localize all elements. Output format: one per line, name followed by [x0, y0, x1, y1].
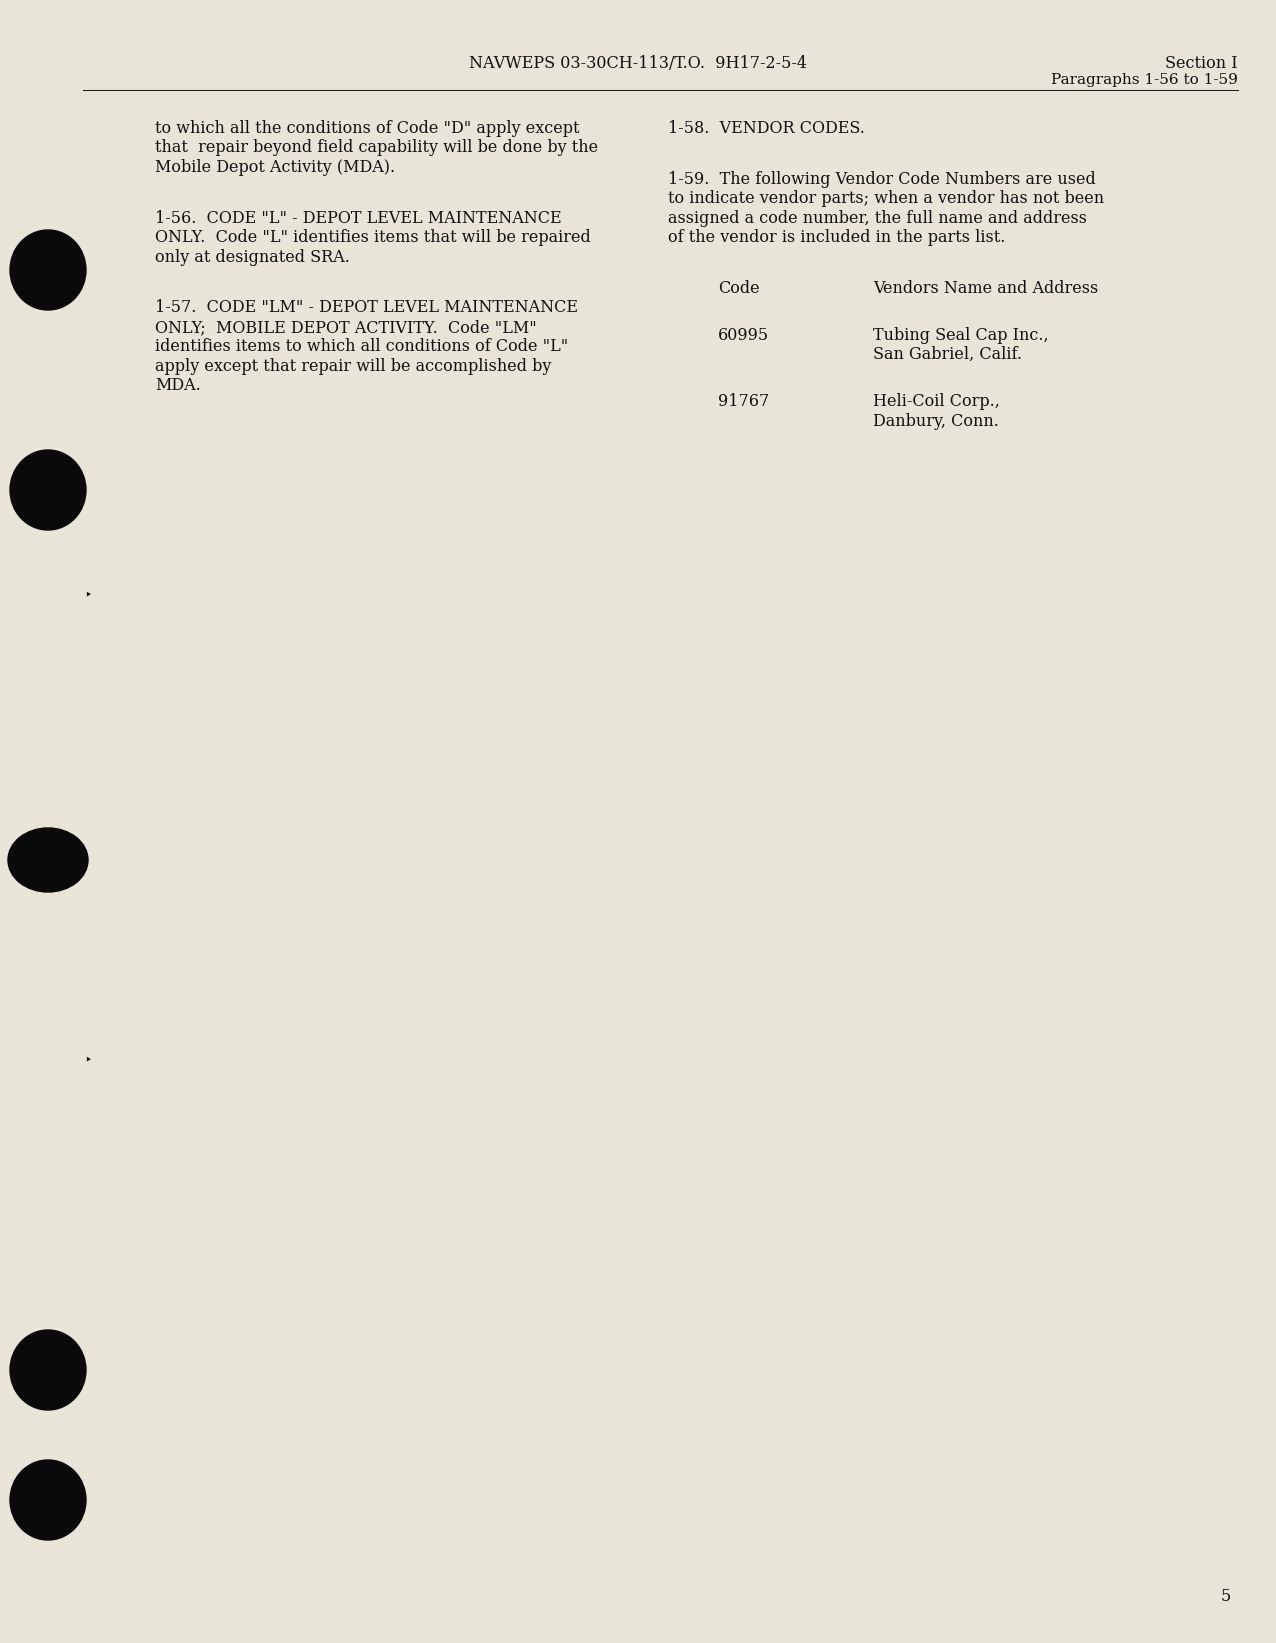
Text: of the vendor is included in the parts list.: of the vendor is included in the parts l…	[669, 230, 1005, 246]
Text: 5: 5	[1221, 1589, 1231, 1605]
Text: that  repair beyond field capability will be done by the: that repair beyond field capability will…	[154, 140, 598, 156]
Text: 91767: 91767	[718, 393, 769, 411]
Text: Heli-Coil Corp.,: Heli-Coil Corp.,	[873, 393, 1000, 411]
Text: Mobile Depot Activity (MDA).: Mobile Depot Activity (MDA).	[154, 159, 396, 176]
Text: assigned a code number, the full name and address: assigned a code number, the full name an…	[669, 210, 1087, 227]
Text: Vendors Name and Address: Vendors Name and Address	[873, 279, 1099, 297]
Text: 1-59.  The following Vendor Code Numbers are used: 1-59. The following Vendor Code Numbers …	[669, 171, 1096, 187]
Text: identifies items to which all conditions of Code "L": identifies items to which all conditions…	[154, 338, 568, 355]
Text: 1-58.  VENDOR CODES.: 1-58. VENDOR CODES.	[669, 120, 865, 136]
Text: Paragraphs 1-56 to 1-59: Paragraphs 1-56 to 1-59	[1051, 72, 1238, 87]
Text: Tubing Seal Cap Inc.,: Tubing Seal Cap Inc.,	[873, 327, 1049, 343]
Text: apply except that repair will be accomplished by: apply except that repair will be accompl…	[154, 358, 551, 375]
Text: ONLY.  Code "L" identifies items that will be repaired: ONLY. Code "L" identifies items that wil…	[154, 230, 591, 246]
Ellipse shape	[10, 1461, 85, 1539]
Text: ‣: ‣	[84, 588, 92, 601]
Text: NAVWEPS 03-30CH-113/T.O.  9H17-2-5-4: NAVWEPS 03-30CH-113/T.O. 9H17-2-5-4	[470, 54, 806, 72]
Ellipse shape	[10, 230, 85, 311]
Text: San Gabriel, Calif.: San Gabriel, Calif.	[873, 347, 1022, 363]
Ellipse shape	[10, 1329, 85, 1410]
Text: ONLY;  MOBILE DEPOT ACTIVITY.  Code "LM": ONLY; MOBILE DEPOT ACTIVITY. Code "LM"	[154, 319, 537, 335]
Text: Danbury, Conn.: Danbury, Conn.	[873, 412, 999, 429]
Ellipse shape	[8, 828, 88, 892]
Text: only at designated SRA.: only at designated SRA.	[154, 248, 350, 266]
Text: Section I: Section I	[1165, 54, 1238, 72]
Text: Code: Code	[718, 279, 759, 297]
Text: to which all the conditions of Code "D" apply except: to which all the conditions of Code "D" …	[154, 120, 579, 136]
Text: MDA.: MDA.	[154, 378, 200, 394]
Text: to indicate vendor parts; when a vendor has not been: to indicate vendor parts; when a vendor …	[669, 191, 1104, 207]
Text: 1-56.  CODE "L" - DEPOT LEVEL MAINTENANCE: 1-56. CODE "L" - DEPOT LEVEL MAINTENANCE	[154, 210, 561, 227]
Text: ‣: ‣	[84, 1053, 92, 1066]
Text: 1-57.  CODE "LM" - DEPOT LEVEL MAINTENANCE: 1-57. CODE "LM" - DEPOT LEVEL MAINTENANC…	[154, 299, 578, 317]
Text: 60995: 60995	[718, 327, 769, 343]
Ellipse shape	[10, 450, 85, 531]
